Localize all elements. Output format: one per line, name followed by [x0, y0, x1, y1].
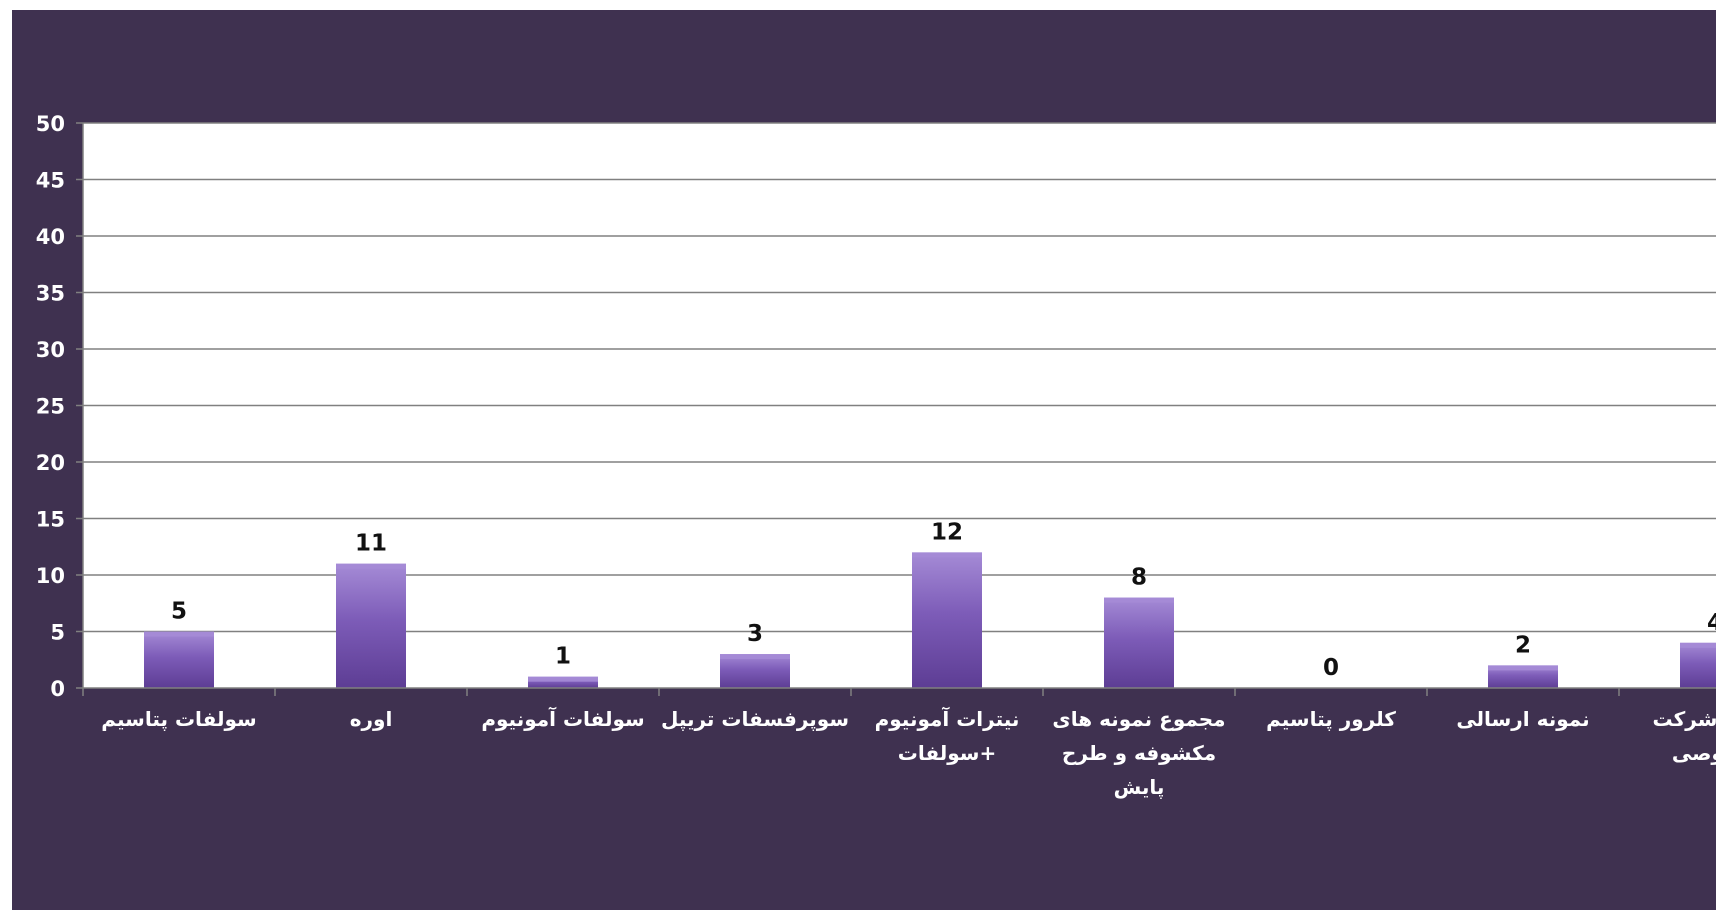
x-category-label: نیترات آمونیوم — [875, 706, 1020, 731]
chart-frame: 0 5 10 15 20 25 30 35 40 45 50 5 سولفات پتاسیم 11 اوره… — [12, 10, 1716, 910]
bar — [528, 676, 598, 688]
y-tick-label: 15 — [36, 508, 65, 532]
data-label: 12 — [931, 519, 963, 545]
bar-top-bevel — [336, 563, 406, 569]
x-category-label: خصوصی — [1672, 741, 1716, 765]
x-category-label: نمونه شرکت — [1653, 707, 1716, 731]
data-label: 5 — [171, 599, 187, 625]
x-category-label: مجموع نمونه های — [1052, 707, 1225, 731]
y-tick-label: 30 — [36, 338, 65, 362]
bar — [1488, 665, 1558, 688]
bar-top-bevel — [1488, 665, 1558, 671]
data-label: 11 — [355, 531, 387, 557]
data-label: 4 — [1707, 610, 1716, 636]
x-category-label: نمونه ارسالی — [1456, 707, 1589, 731]
y-tick-label: 20 — [36, 451, 65, 475]
bar-top-bevel — [912, 552, 982, 558]
axes — [76, 122, 1716, 696]
data-label: 3 — [747, 621, 763, 647]
bar — [1680, 642, 1716, 688]
bar-top-bevel — [720, 654, 790, 660]
data-label: 8 — [1131, 565, 1147, 591]
bar — [720, 654, 790, 688]
y-tick-label: 25 — [36, 395, 65, 419]
x-category-label: کلرور پتاسیم — [1266, 707, 1396, 732]
y-tick-label: 5 — [50, 621, 65, 645]
bar-top-bevel — [1680, 642, 1716, 648]
x-category-label: +سولفات — [898, 741, 996, 765]
x-category-label: سولفات آمونیوم — [481, 706, 644, 731]
bar — [336, 563, 406, 688]
x-category-label: پایش — [1114, 775, 1165, 800]
data-label: 1 — [555, 644, 571, 670]
x-category-label: سوپرفسفات تریپل — [661, 707, 849, 732]
bar — [1104, 597, 1174, 688]
y-tick-label: 10 — [36, 564, 65, 588]
bars — [144, 552, 1716, 688]
y-tick-label: 0 — [50, 677, 65, 701]
data-label: 0 — [1323, 655, 1339, 681]
bar-top-bevel — [528, 676, 598, 682]
x-category-label: سولفات پتاسیم — [101, 707, 256, 732]
y-tick-label: 45 — [36, 169, 65, 193]
bar — [912, 552, 982, 688]
bar-top-bevel — [144, 631, 214, 637]
gridlines — [83, 122, 1716, 633]
x-category-label: اوره — [350, 707, 393, 731]
y-tick-label: 50 — [36, 112, 65, 136]
bar-top-bevel — [1104, 597, 1174, 603]
bar — [144, 631, 214, 688]
y-tick-label: 40 — [36, 225, 65, 249]
x-category-label: مکشوفه و طرح — [1062, 741, 1216, 765]
data-label: 2 — [1515, 632, 1531, 658]
y-tick-label: 35 — [36, 282, 65, 306]
